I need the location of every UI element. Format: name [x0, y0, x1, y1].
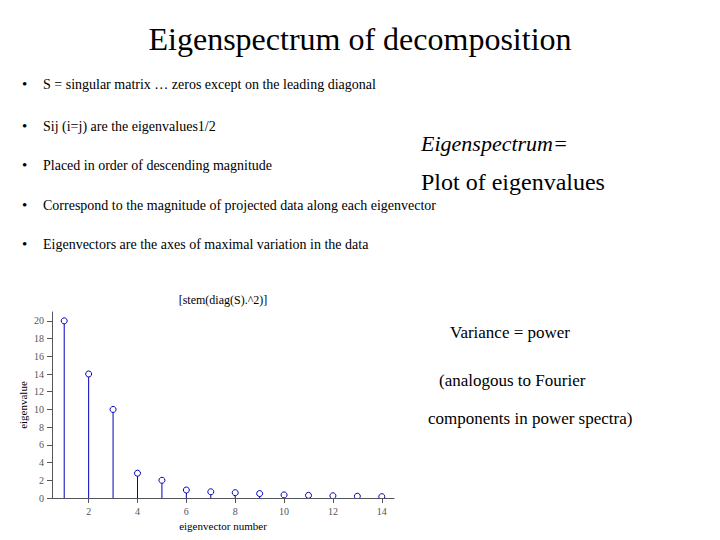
svg-text:eigenvector number: eigenvector number — [179, 520, 267, 532]
svg-text:16: 16 — [34, 351, 44, 362]
svg-text:10: 10 — [279, 506, 289, 517]
svg-text:•: • — [22, 157, 27, 173]
svg-text:8: 8 — [233, 506, 238, 517]
svg-text:12: 12 — [34, 386, 44, 397]
svg-text:eigenvalue: eigenvalue — [17, 381, 29, 429]
svg-text:18: 18 — [34, 333, 44, 344]
svg-text:6: 6 — [39, 439, 44, 450]
svg-text:4: 4 — [135, 506, 140, 517]
svg-text:(analogous to Fourier: (analogous to Fourier — [439, 371, 586, 390]
svg-text:S = singular matrix … zeros ex: S = singular matrix … zeros except on th… — [43, 77, 376, 92]
svg-text:2: 2 — [86, 506, 91, 517]
svg-text:Eigenvectors are the axes of m: Eigenvectors are the axes of maximal var… — [43, 237, 369, 252]
svg-text:Placed in order of descending: Placed in order of descending magnitude — [43, 158, 272, 173]
svg-text:6: 6 — [184, 506, 189, 517]
svg-text:Eigenspectrum of decomposition: Eigenspectrum of decomposition — [148, 21, 571, 57]
svg-text:•: • — [22, 236, 27, 252]
svg-text:20: 20 — [34, 315, 44, 326]
svg-text:[stem(diag(S).^2)]: [stem(diag(S).^2)] — [179, 293, 268, 307]
svg-text:14: 14 — [377, 506, 387, 517]
svg-text:•: • — [22, 76, 27, 92]
svg-text:4: 4 — [39, 457, 44, 468]
svg-text:2: 2 — [39, 475, 44, 486]
svg-text:components in power spectra): components in power spectra) — [428, 409, 632, 428]
svg-text:Sij (i=j) are the eigenvalues1: Sij (i=j) are the eigenvalues1/2 — [43, 119, 216, 135]
svg-text:10: 10 — [34, 404, 44, 415]
svg-text:Variance = power: Variance = power — [450, 323, 570, 342]
svg-text:12: 12 — [328, 506, 338, 517]
svg-text:14: 14 — [34, 369, 44, 380]
svg-text:8: 8 — [39, 422, 44, 433]
svg-text:Eigenspectrum=: Eigenspectrum= — [420, 131, 568, 156]
svg-text:Plot of eigenvalues: Plot of eigenvalues — [421, 169, 605, 195]
svg-text:•: • — [22, 118, 27, 134]
svg-text:0: 0 — [39, 493, 44, 504]
svg-text:Correspond to the magnitude of: Correspond to the magnitude of projected… — [43, 198, 436, 213]
svg-text:•: • — [22, 197, 27, 213]
